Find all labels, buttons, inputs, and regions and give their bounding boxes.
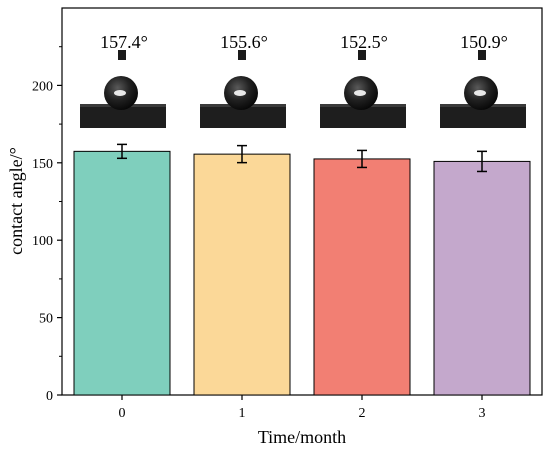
x-tick-label: 1 — [239, 406, 246, 421]
data-label: 150.9° — [460, 32, 508, 52]
needle — [358, 50, 366, 60]
x-tick-label: 0 — [119, 406, 126, 421]
droplet-photo — [80, 50, 166, 128]
y-tick-label: 0 — [46, 389, 53, 404]
bar — [313, 158, 411, 396]
data-label: 152.5° — [340, 32, 388, 52]
droplet-highlight — [474, 90, 486, 96]
y-tick-label: 100 — [32, 234, 53, 249]
bar — [433, 160, 531, 396]
droplet-highlight — [234, 90, 246, 96]
x-tick-label: 3 — [479, 406, 486, 421]
droplet-highlight — [354, 90, 366, 96]
droplet-photo — [200, 50, 286, 128]
x-tick-label: 2 — [359, 406, 366, 421]
y-axis-title: contact angle/° — [6, 147, 26, 255]
y-tick-label: 200 — [32, 79, 53, 94]
droplet-photo — [440, 50, 526, 128]
y-tick-label: 150 — [32, 157, 53, 172]
data-label: 157.4° — [100, 32, 148, 52]
data-label: 155.6° — [220, 32, 268, 52]
droplet-highlight — [114, 90, 126, 96]
y-tick-label: 50 — [39, 312, 53, 327]
bar — [193, 153, 291, 396]
droplet-photo — [320, 50, 406, 128]
needle — [478, 50, 486, 60]
needle — [118, 50, 126, 60]
needle — [238, 50, 246, 60]
bar — [73, 150, 171, 396]
x-axis-title: Time/month — [258, 427, 346, 447]
